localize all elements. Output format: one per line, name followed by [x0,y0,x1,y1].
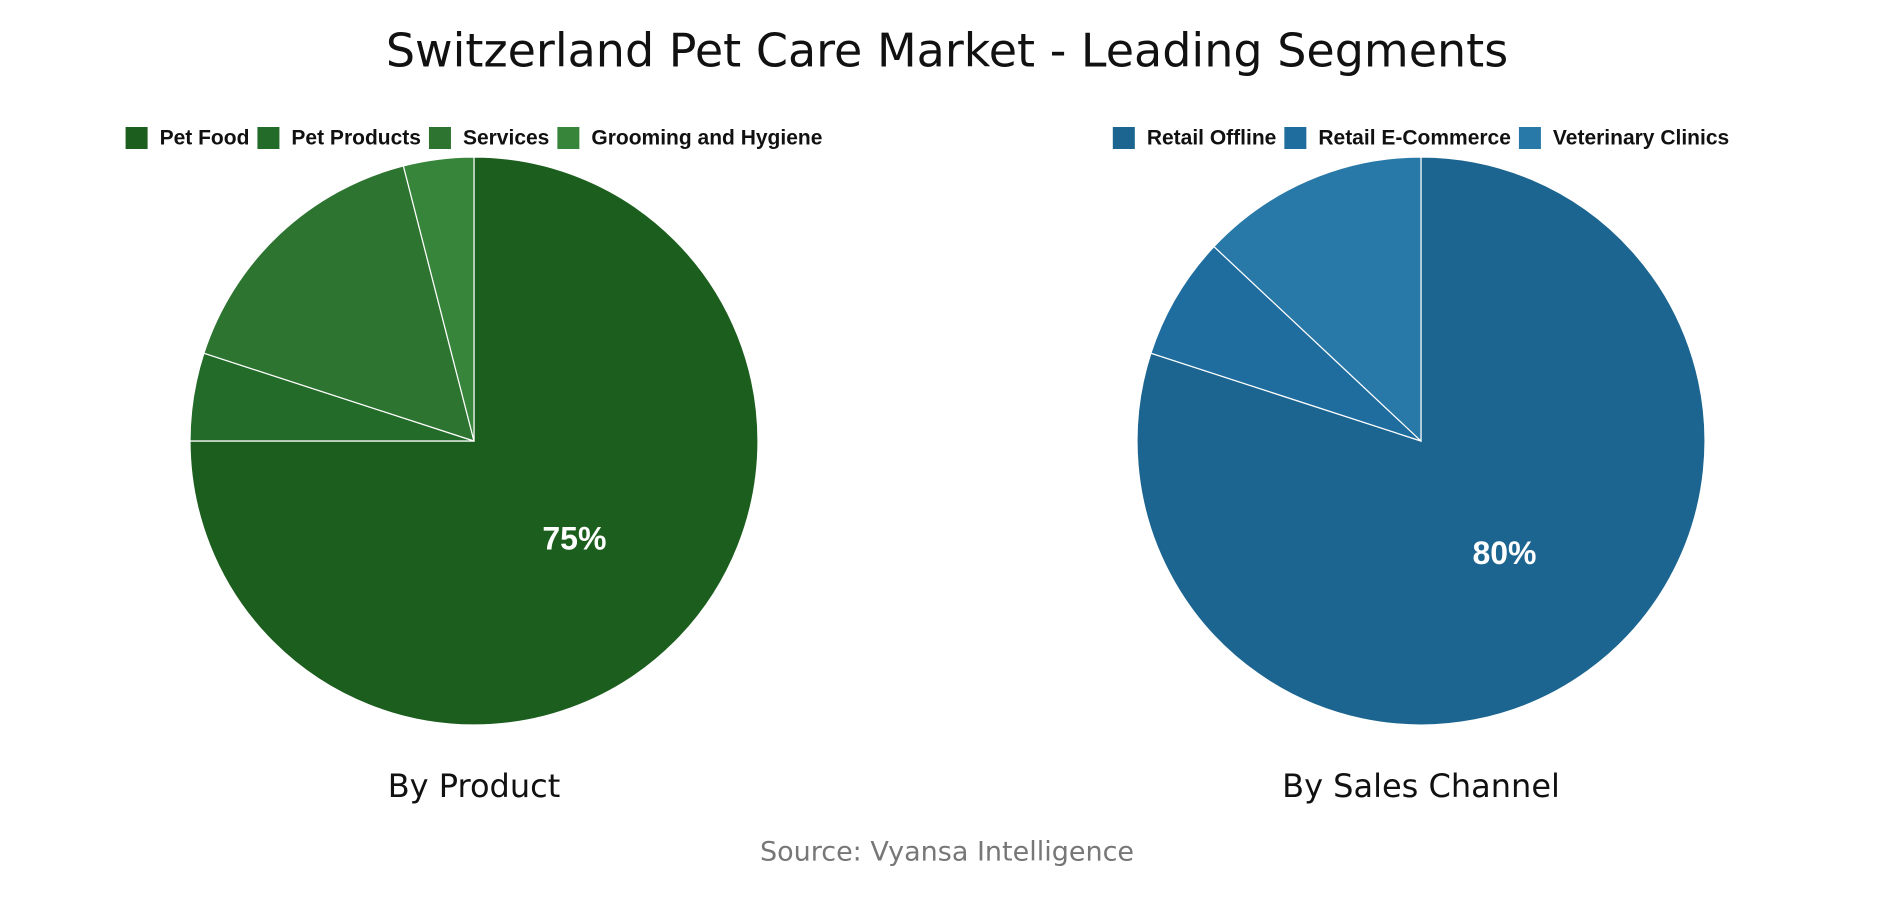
legend-label: Grooming and Hygiene [591,127,822,150]
legend-label: Pet Food [160,127,250,150]
slice-label-value: 75 [542,521,578,557]
pie-slice [1213,156,1422,443]
legend-swatch [125,127,148,149]
legend-label: Services [463,127,549,150]
legend-swatch [1284,127,1307,149]
legend-label: Retail Offline [1147,127,1277,150]
pie-slice [203,165,475,442]
legend-label: Veterinary Clinics [1553,127,1729,150]
chart-subtitle: By Sales Channel [1282,767,1560,805]
legend-label: Pet Products [291,127,421,150]
slice-label-value: 80 [1472,535,1508,571]
legend: Retail Offline Retail E-Commerce Veterinar… [1112,127,1729,150]
legend-swatch [1112,127,1135,149]
slice-label-unit: % [578,521,606,557]
page-title: Switzerland Pet Care Market - Leading Se… [386,24,1508,78]
legend-swatch [1518,127,1541,149]
legend-swatch [428,127,451,149]
legend-label: Retail E-Commerce [1318,127,1511,150]
legend: Pet Food Pet Products Services Grooming and… [125,127,822,150]
pie-slice [1150,245,1422,442]
legend-swatch [257,127,280,149]
source: Source: Vyansa Intelligence [760,837,1134,868]
pie-slice [402,156,475,442]
chart-subtitle: By Product [388,767,561,805]
legend-swatch [557,127,580,149]
slice-label: 75% [542,521,606,557]
slice-label-unit: % [1508,535,1536,571]
slice-label: 80% [1472,535,1536,571]
